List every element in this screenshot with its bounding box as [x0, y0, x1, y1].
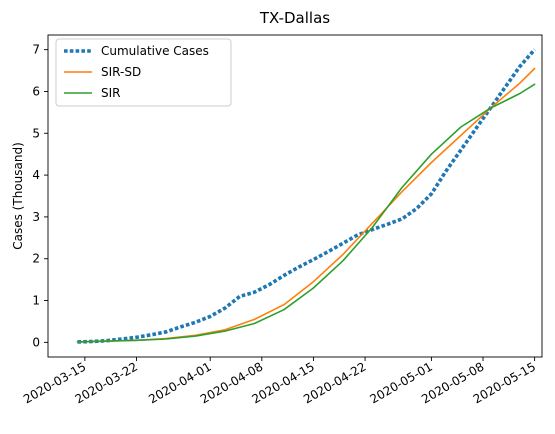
- y-tick-label-1: 1: [32, 294, 40, 308]
- series-line-2: [76, 83, 536, 343]
- legend-box: [55, 38, 232, 107]
- y-tick-label-5: 5: [32, 126, 40, 140]
- y-tick-label-4: 4: [32, 168, 40, 182]
- series-line-1: [76, 67, 536, 343]
- y-tick-label-6: 6: [32, 84, 40, 98]
- y-axis-label: Cases (Thousand): [11, 142, 25, 250]
- legend-label-2: SIR: [101, 86, 121, 100]
- legend-label-1: SIR-SD: [101, 65, 141, 79]
- y-tick-label-2: 2: [32, 252, 40, 266]
- legend-label-0: Cumulative Cases: [101, 44, 209, 58]
- axes-frame: [47, 34, 543, 358]
- chart-title: TX-Dallas: [259, 9, 330, 27]
- series-line-0: [77, 48, 536, 344]
- y-tick-label-3: 3: [32, 210, 40, 224]
- y-tick-label-0: 0: [32, 335, 40, 349]
- y-tick-label-7: 7: [32, 43, 40, 57]
